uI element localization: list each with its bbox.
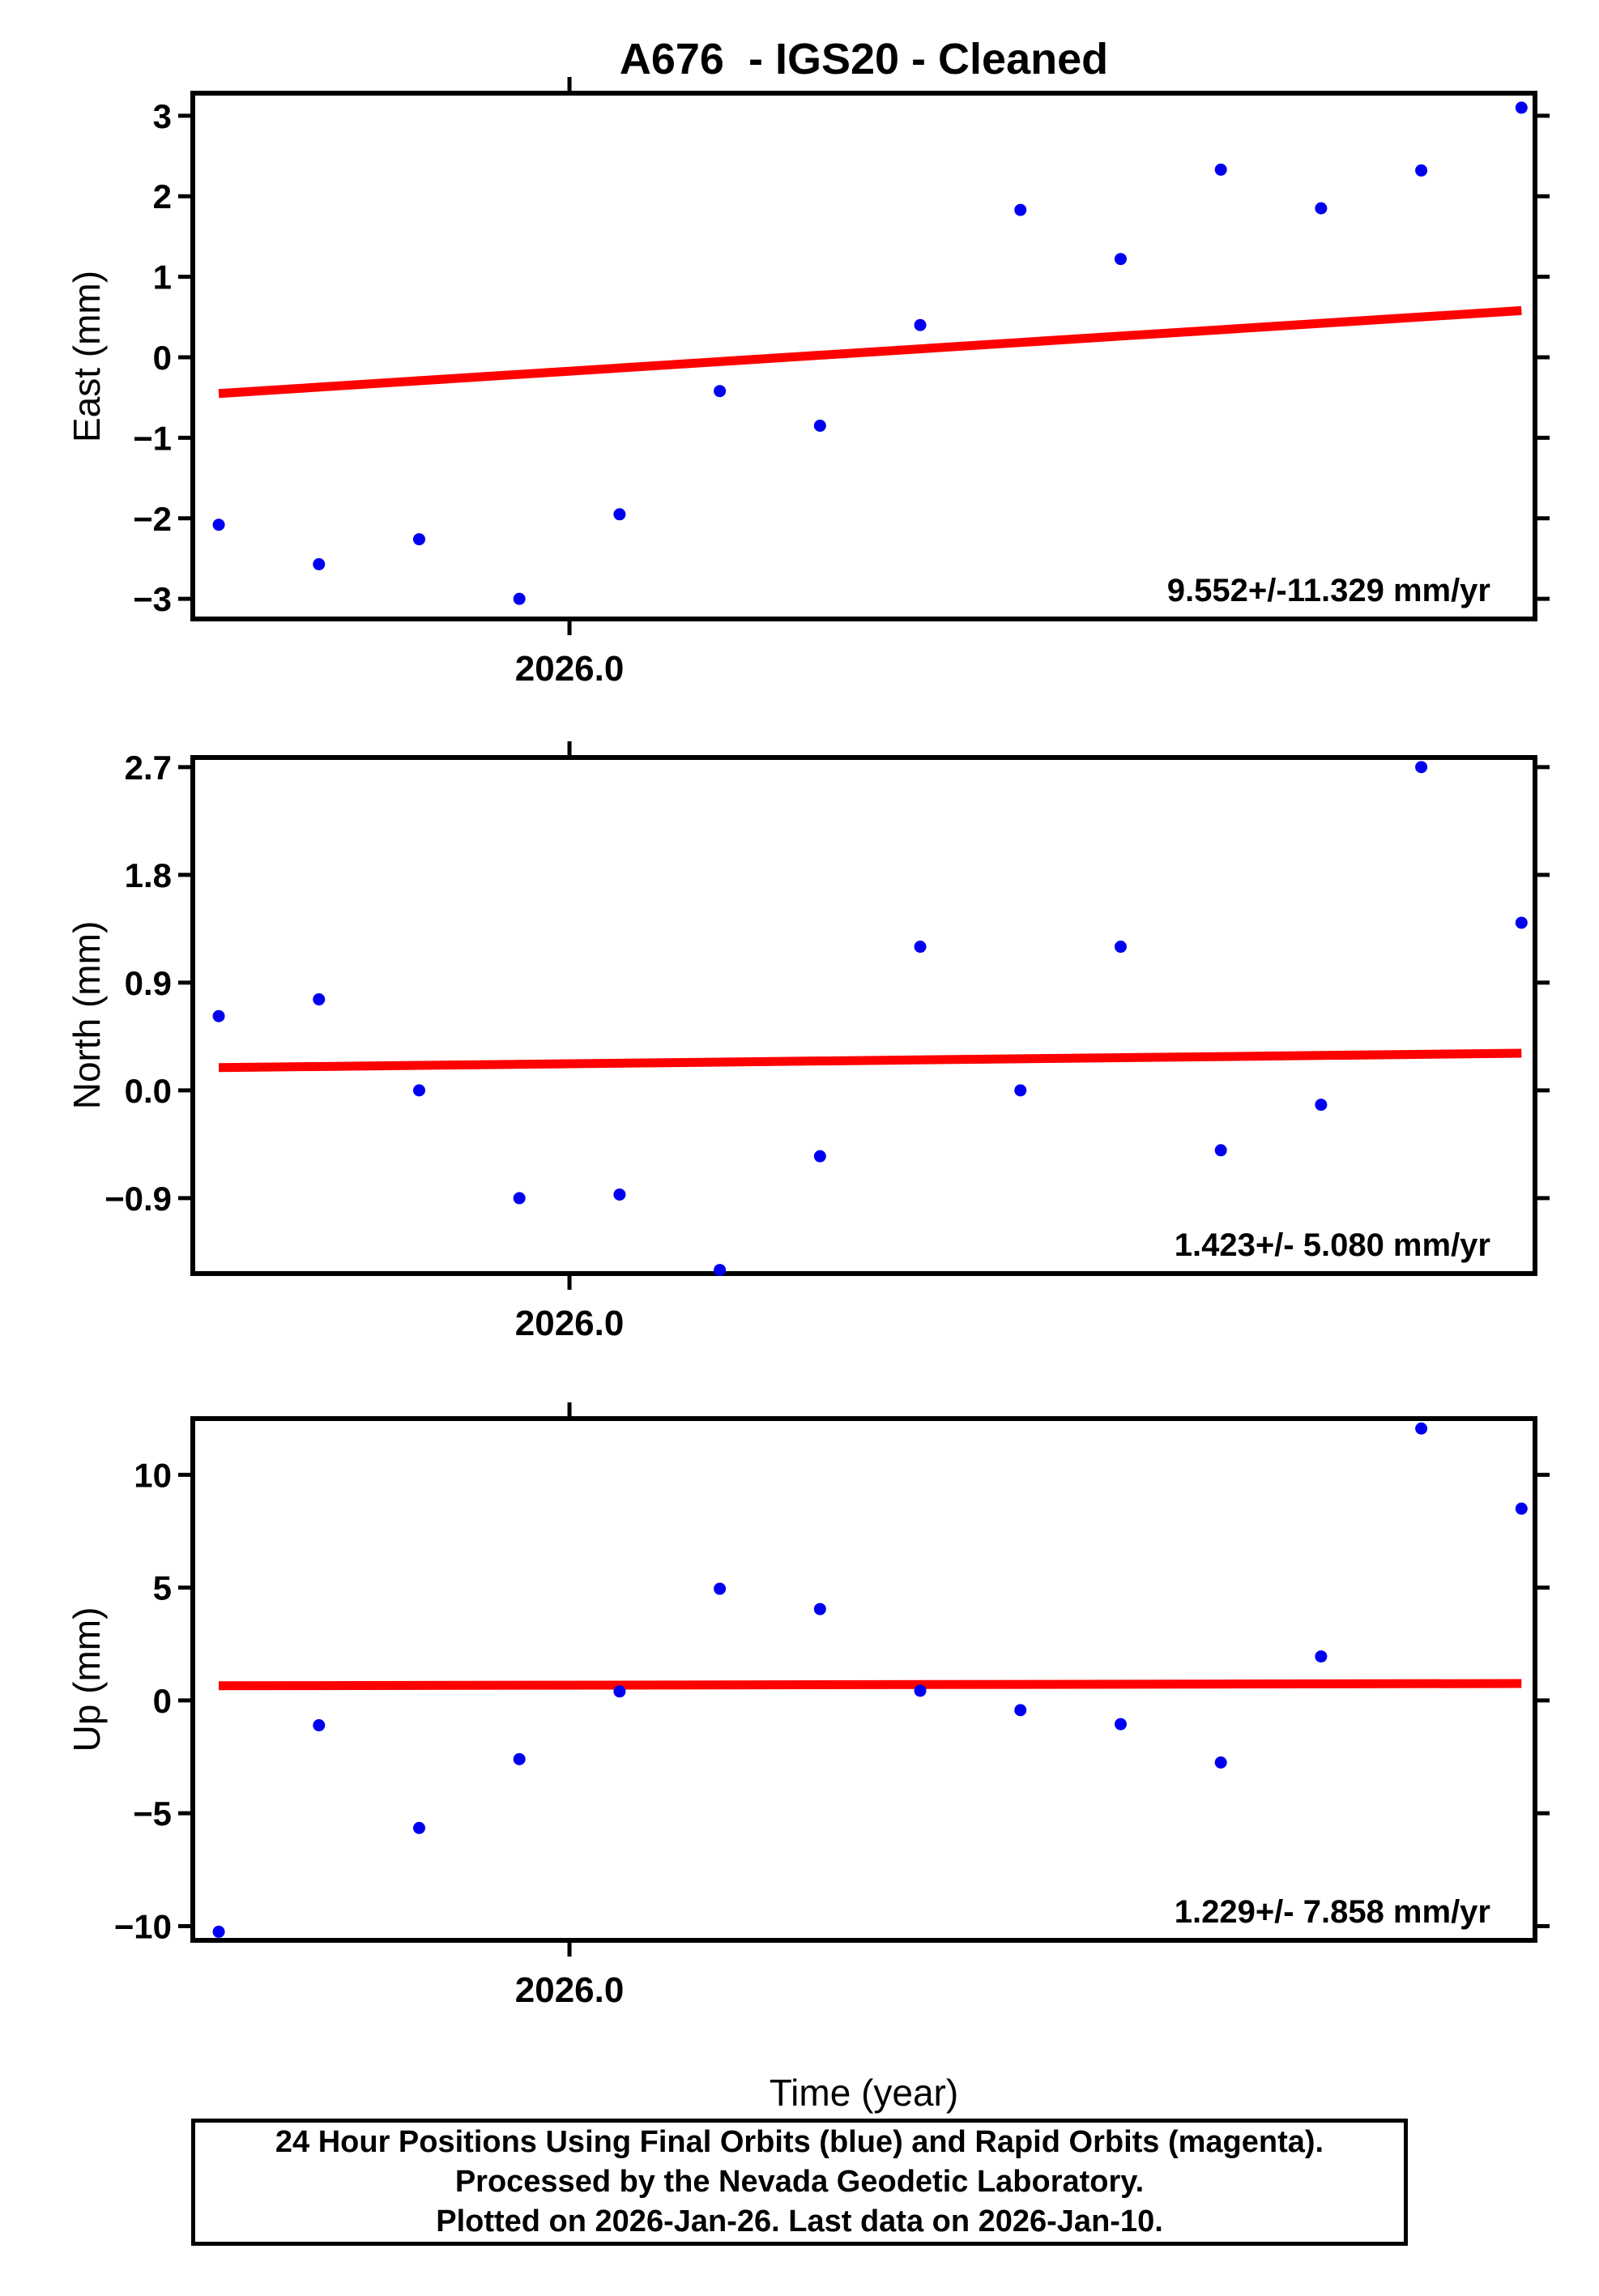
x-axis-label: Time (year) [769, 2072, 959, 2114]
caption-box: 24 Hour Positions Using Final Orbits (bl… [191, 2119, 1408, 2246]
x-tick-label: 2026.0 [515, 649, 625, 689]
up-plot: 10 5 0 −5 −10 2026.0 1.229+/- 7.858 mm/yr [114, 1402, 1550, 2010]
y-tick-label: 0 [153, 339, 172, 377]
data-point [813, 419, 826, 432]
data-point [1415, 164, 1428, 177]
plot-frame [190, 1416, 1537, 1943]
plot-frame [190, 91, 1537, 621]
trend-annotation: 9.552+/-11.329 mm/yr [1167, 573, 1490, 608]
data-point [513, 1752, 526, 1765]
trend-line [219, 1679, 1522, 1691]
y-tick-label: −3 [133, 580, 172, 618]
data-point [714, 385, 727, 398]
data-point [1315, 1650, 1328, 1663]
data-point [1315, 202, 1328, 215]
y-tick-label: 2 [153, 177, 172, 216]
caption-line: 24 Hour Positions Using Final Orbits (bl… [275, 2125, 1324, 2159]
north-plot: 2.7 1.8 0.9 0.0 −0.9 2026.0 1.423+/- 5.080 mm/… [104, 741, 1550, 1343]
caption-line: Plotted on 2026-Jan-26. Last data on 202… [436, 2204, 1163, 2238]
data-point [914, 941, 927, 954]
trend-annotation: 1.229+/- 7.858 mm/yr [1175, 1894, 1490, 1930]
data-point [1114, 941, 1127, 954]
y-tick-label: 0.0 [125, 1072, 172, 1110]
data-point [1515, 1502, 1528, 1515]
data-point [1315, 1099, 1328, 1112]
trend-line [218, 1048, 1522, 1073]
data-point [313, 557, 326, 570]
y-tick-label: 0.9 [125, 964, 172, 1002]
data-point [1114, 1718, 1127, 1731]
y-tick-label: −5 [133, 1795, 172, 1833]
x-tick-label: 2026.0 [515, 1970, 625, 2010]
data-point [313, 993, 326, 1006]
y-tick-label: 10 [134, 1456, 172, 1494]
y-tick-label: 3 [153, 97, 172, 135]
data-point [212, 1009, 225, 1022]
data-point [714, 1264, 727, 1277]
caption-line: Processed by the Nevada Geodetic Laborat… [454, 2165, 1145, 2199]
page-title: A676 - IGS20 - Cleaned [619, 35, 1109, 83]
y-tick-label: −1 [133, 419, 172, 457]
x-tick-label: 2026.0 [515, 1304, 625, 1343]
y-tick-label: −10 [114, 1907, 172, 1945]
data-point [313, 1719, 326, 1732]
data-point [412, 1084, 425, 1097]
data-point [813, 1150, 826, 1163]
data-point [813, 1603, 826, 1615]
y-tick-label: 0 [153, 1682, 172, 1720]
y-tick-label: 1.8 [125, 856, 172, 894]
data-point [1415, 1422, 1428, 1435]
east-plot: 3 2 1 0 −1 −2 −3 2026.0 9.552+/-11.329 mm/yr [133, 77, 1550, 689]
data-point [613, 508, 626, 521]
data-point [1014, 1084, 1027, 1097]
data-point [1214, 1756, 1227, 1769]
y-tick-label: −2 [133, 500, 172, 538]
y-tick-label: 1 [153, 258, 172, 297]
data-point [1515, 916, 1528, 929]
data-point [513, 592, 526, 605]
trend-line [218, 305, 1522, 399]
y-tick-label: 5 [153, 1569, 172, 1607]
data-point [412, 1821, 425, 1834]
data-point [1415, 761, 1428, 774]
data-point [1214, 163, 1227, 176]
data-point [1515, 101, 1528, 114]
trend-annotation: 1.423+/- 5.080 mm/yr [1175, 1227, 1490, 1263]
data-point [1014, 203, 1027, 216]
data-point [412, 533, 425, 546]
data-point [914, 318, 927, 331]
data-point [212, 1925, 225, 1938]
data-point [613, 1685, 626, 1698]
data-point [1114, 253, 1127, 266]
data-point [212, 519, 225, 531]
y-tick-label: 2.7 [125, 749, 172, 787]
data-point [1214, 1144, 1227, 1157]
data-point [1014, 1704, 1027, 1717]
plot-frame [190, 755, 1537, 1276]
data-point [513, 1192, 526, 1205]
data-point [613, 1188, 626, 1201]
y-tick-label: −0.9 [104, 1180, 172, 1218]
data-point [914, 1684, 927, 1697]
data-point [714, 1582, 727, 1595]
